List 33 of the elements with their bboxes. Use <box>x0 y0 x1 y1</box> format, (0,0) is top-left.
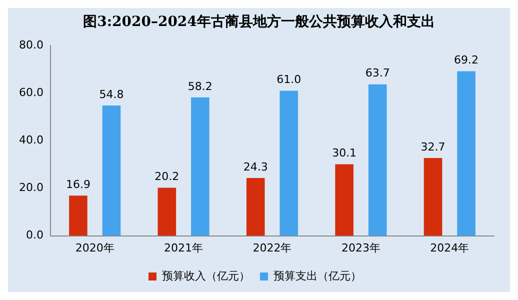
y-tick-label: 40.0 <box>18 134 44 147</box>
y-tick-label: 20.0 <box>18 181 44 194</box>
data-label: 30.1 <box>332 146 357 160</box>
bar <box>280 90 298 236</box>
y-tick-label: 60.0 <box>18 86 44 100</box>
data-label: 69.2 <box>454 54 479 67</box>
bar <box>158 188 176 236</box>
bar <box>424 158 442 236</box>
x-tick-label: 2024年 <box>430 241 470 254</box>
y-tick-label: 80.0 <box>18 38 44 52</box>
data-label: 20.2 <box>154 170 180 184</box>
data-label: 54.8 <box>99 88 124 101</box>
legend-label: 预算收入（亿元） <box>162 269 250 282</box>
bar <box>368 84 387 236</box>
data-label: 61.0 <box>276 73 302 86</box>
bar <box>69 196 88 236</box>
data-label: 16.9 <box>66 178 90 191</box>
data-label: 32.7 <box>420 140 446 154</box>
bar <box>246 178 265 236</box>
x-tick-label: 2021年 <box>164 241 204 254</box>
x-tick-label: 2022年 <box>252 241 292 254</box>
y-tick-label: 0.0 <box>26 228 44 242</box>
bar <box>457 71 476 236</box>
data-label: 58.2 <box>188 80 212 93</box>
legend-label: 预算支出（亿元） <box>274 269 362 282</box>
chart-title: 图3:2020–2024年古蔺县地方一般公共预算收入和支出 <box>82 12 436 32</box>
x-tick-label: 2023年 <box>341 241 380 254</box>
data-label: 24.3 <box>243 160 268 174</box>
x-tick-label: 2020年 <box>75 241 114 254</box>
bar <box>191 97 210 236</box>
bar <box>102 106 121 236</box>
data-label: 63.7 <box>365 66 390 80</box>
bar <box>335 164 354 236</box>
